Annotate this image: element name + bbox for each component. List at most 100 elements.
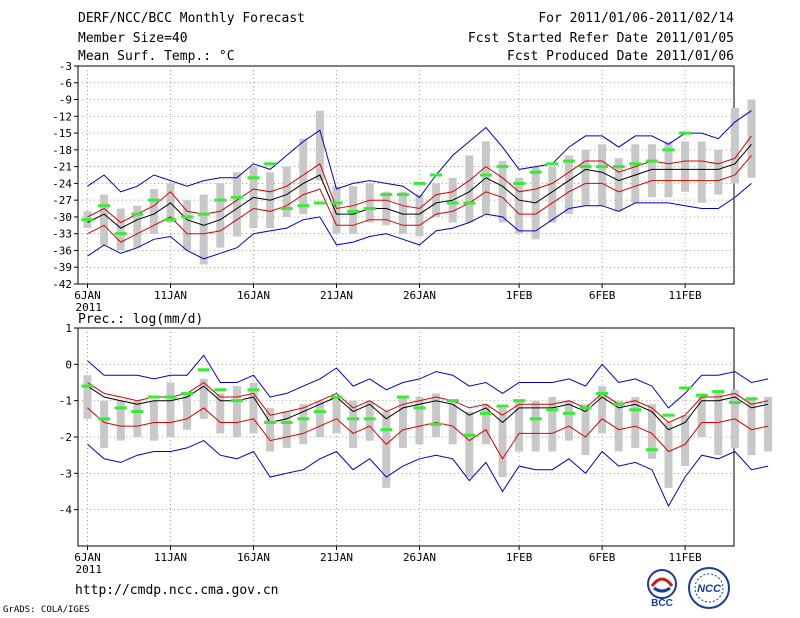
temp-spread-box: [183, 200, 192, 251]
temp-observed-marker: [612, 165, 625, 169]
prec-spread-box: [266, 407, 275, 452]
prec-spread-box: [631, 397, 640, 448]
temp-spread-box: [714, 149, 723, 195]
temp-spread-box: [116, 208, 125, 251]
temp-xtick-year: 2011: [76, 301, 103, 314]
prec-spread-box: [232, 386, 241, 437]
prec-ytick-label: -2: [59, 431, 72, 444]
prec-observed-marker: [181, 391, 194, 395]
prec-spread-box: [415, 397, 424, 445]
temp-observed-marker: [463, 201, 476, 205]
temp-observed-marker: [380, 193, 393, 197]
grads-credit: GrADS: COLA/IGES: [3, 605, 90, 615]
temp-xtick-label: 6JAN: [74, 289, 101, 302]
prec-ytick-label: -3: [59, 467, 72, 480]
temp-spread-box: [100, 194, 109, 245]
source-url[interactable]: http://cmdp.ncc.cma.gov.cn: [75, 583, 279, 598]
temp-spread-box: [681, 141, 690, 192]
temp-spread-box: [282, 166, 291, 217]
temp-observed-marker: [662, 148, 675, 152]
ncc-logo: NCC: [688, 567, 730, 609]
prec-observed-marker: [645, 448, 658, 452]
prec-observed-marker: [313, 410, 326, 414]
temp-observed-marker: [413, 181, 426, 185]
temp-spread-box: [747, 99, 756, 178]
bcc-logo: BCC: [647, 569, 677, 608]
prec-observed-marker: [363, 417, 376, 421]
prec-spread-box: [448, 400, 457, 445]
temp-spread-box: [315, 110, 324, 181]
temp-xtick-label: 1FEB: [506, 289, 533, 302]
temp-observed-marker: [214, 198, 227, 202]
prec-spread-box: [83, 375, 92, 419]
temp-observed-marker: [496, 165, 509, 169]
temp-ytick-label: -33: [52, 228, 72, 241]
prec-spread-box: [398, 397, 407, 448]
prec-observed-marker: [596, 391, 609, 395]
temp-observed-marker: [131, 212, 144, 216]
temp-observed-marker: [230, 195, 243, 199]
temp-xtick-label: 11FEB: [669, 289, 702, 302]
prec-spread-box: [183, 393, 192, 430]
temp-spread-box: [631, 144, 640, 203]
prec-spread-box: [382, 411, 391, 488]
prec-spread-box: [498, 407, 507, 477]
temp-spread-box: [614, 158, 623, 212]
temp-xtick-label: 16JAN: [237, 289, 270, 302]
member-size: Member Size=40: [78, 31, 188, 46]
prec-spread-box: [465, 411, 474, 477]
temp-spread-box: [730, 107, 739, 184]
prec-observed-marker: [562, 411, 575, 415]
prec-ytick-label: -4: [59, 504, 73, 517]
temp-observed-marker: [264, 162, 277, 166]
temp-ytick-label: -24: [52, 177, 72, 190]
prec-min-line: [87, 440, 769, 508]
temp-ytick-label: -12: [52, 110, 72, 123]
prec-observed-marker: [712, 390, 725, 394]
prec-spread-box: [116, 400, 125, 441]
prec-xtick-label: 26JAN: [403, 551, 436, 564]
temp-ytick-label: -42: [52, 278, 72, 291]
temp-spread-box: [498, 161, 507, 223]
temp-spread-box: [133, 205, 142, 248]
prec-spread-box: [481, 404, 490, 445]
prec-spread-box: [647, 404, 656, 459]
prec-observed-marker: [396, 395, 409, 399]
prec-observed-marker: [479, 411, 492, 415]
prec-lower-line: [87, 407, 769, 460]
prec-observed-marker: [496, 404, 509, 408]
temp-xtick-label: 11JAN: [154, 289, 187, 302]
temp-spread-box: [216, 183, 225, 248]
temp-observed-marker: [181, 215, 194, 219]
prec-observed-marker: [114, 406, 127, 410]
temp-spread-box: [415, 194, 424, 237]
prec-observed-marker: [529, 417, 542, 421]
temp-observed-marker: [562, 159, 575, 163]
prec-xtick-label: 11JAN: [154, 551, 187, 564]
prec-ytick-label: 1: [65, 322, 72, 335]
temp-ytick-label: -18: [52, 144, 72, 157]
temp-spread-box: [598, 144, 607, 206]
prec-spread-box: [531, 400, 540, 452]
temp-ytick-label: -9: [59, 94, 72, 107]
temp-max-line: [87, 110, 752, 199]
prec-observed-marker: [513, 399, 526, 403]
forecast-produced-date: Fcst Produced Date 2011/01/06: [507, 49, 734, 64]
temp-spread-box: [697, 141, 706, 203]
prec-observed-marker: [380, 428, 393, 432]
prec-title: Prec.: log(mm/d): [78, 312, 203, 327]
temp-min-line: [87, 183, 752, 260]
prec-observed-marker: [728, 400, 741, 404]
variable-label: Mean Surf. Temp.: °C: [78, 49, 235, 64]
temp-ytick-label: -39: [52, 261, 72, 274]
temp-xtick-label: 21JAN: [320, 289, 353, 302]
prec-spread-box: [681, 415, 690, 467]
temp-observed-marker: [446, 201, 459, 205]
prec-spread-box: [714, 393, 723, 456]
prec-observed-marker: [280, 420, 293, 424]
temp-ytick-label: -30: [52, 211, 72, 224]
prec-spread-box: [199, 378, 208, 419]
temp-spread-box: [581, 149, 590, 206]
chart-title: DERF/NCC/BCC Monthly Forecast: [78, 11, 305, 26]
prec-observed-marker: [695, 393, 708, 397]
